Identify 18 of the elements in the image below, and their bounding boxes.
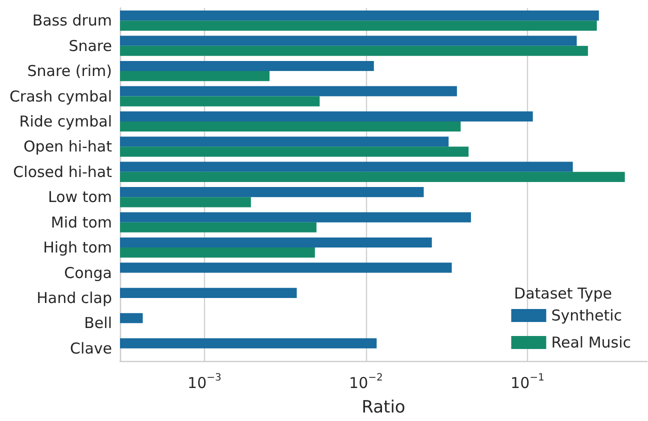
y-tick-label: Snare (rim)	[27, 62, 112, 80]
legend-label: Real Music	[551, 334, 632, 352]
y-tick-label: Ride cymbal	[19, 112, 112, 130]
y-tick-label: Mid tom	[50, 213, 112, 232]
legend-title: Dataset Type	[514, 284, 612, 302]
y-tick-label: Bass drum	[32, 12, 112, 30]
y-tick-label: Conga	[64, 264, 112, 282]
y-tick-label: Closed hi-hat	[13, 162, 112, 181]
x-axis-title: Ratio	[362, 398, 406, 418]
y-tick-label: Snare	[68, 36, 112, 55]
y-tick-label: High tom	[43, 238, 112, 257]
y-tick-label: Crash cymbal	[9, 87, 112, 106]
y-tick-label: Hand clap	[36, 288, 112, 307]
y-tick-label: Clave	[70, 339, 112, 358]
y-tick-label: Bell	[84, 314, 112, 332]
y-tick-label: Open hi-hat	[24, 138, 112, 156]
legend-label: Synthetic	[551, 306, 622, 324]
y-tick-label: Low tom	[48, 188, 112, 206]
